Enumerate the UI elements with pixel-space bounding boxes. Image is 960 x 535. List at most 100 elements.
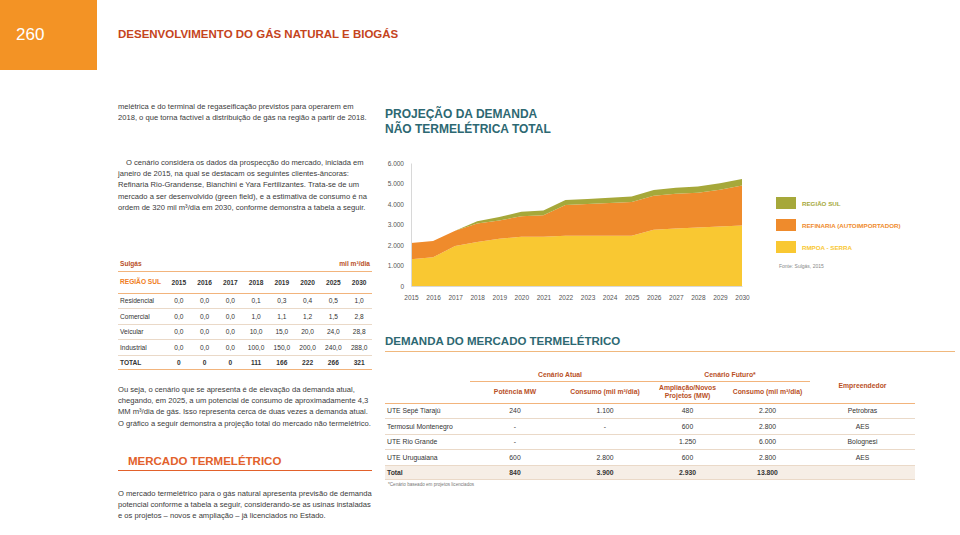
- legend-label: RMPOA - SERRA: [802, 244, 852, 251]
- column-header: 2025: [321, 271, 347, 293]
- x-tick: 2020: [515, 286, 530, 301]
- y-tick: 4.000: [388, 201, 411, 208]
- footnote: *Cenário baseado em projetos licenciados: [388, 482, 474, 487]
- x-tick-label: 2019: [493, 294, 508, 301]
- x-tick: 2021: [537, 286, 552, 301]
- chart: PROJEÇÃO DA DEMANDANÃO TERMELÉTRICA TOTA…: [0, 0, 960, 535]
- header-row: Potência MWConsumo (mil m³/dia)Ampliação…: [385, 381, 915, 403]
- area: [411, 179, 742, 243]
- section-heading: MERCADO TERMELÉTRICO: [118, 455, 372, 471]
- table-row: Veicular0,00,00,010,015,020,024,028,8: [118, 324, 372, 340]
- column-header: 2016: [192, 271, 218, 293]
- table-row: UTE Uruguaiana6002.8006002.800AES: [385, 450, 915, 466]
- cell: 1,0: [243, 309, 269, 325]
- row-label: Comercial: [118, 309, 166, 325]
- y-tick-label: 6.000: [388, 160, 405, 167]
- axis-line: [412, 286, 743, 287]
- x-tick-label: 2015: [404, 294, 419, 301]
- cell: 24,0: [321, 324, 347, 340]
- cell: 13.800: [725, 465, 810, 479]
- group-header: Cenário Atual: [470, 368, 650, 381]
- cell: 600: [470, 450, 560, 466]
- header-row: REGIÃO SUL201520162017201820192020202520…: [118, 271, 372, 293]
- cell: Petrobras: [810, 403, 915, 419]
- area: [411, 186, 742, 260]
- x-tick-label: 2025: [625, 294, 640, 301]
- x-tick: 2022: [559, 286, 574, 301]
- section-heading: DEMANDA DO MERCADO TERMELÉTRICO: [385, 335, 955, 352]
- y-tick: 0: [400, 283, 411, 290]
- paragraph: O cenário considera os dados da prospecç…: [118, 157, 374, 213]
- x-tick-label: 2020: [515, 294, 530, 301]
- y-tick: 6.000: [388, 160, 411, 167]
- cell: 600: [650, 419, 725, 435]
- table-row: Total8403.9002.93013.800: [385, 465, 915, 479]
- x-tick: 2016: [426, 286, 441, 301]
- group-header: Cenário Futuro*: [650, 368, 810, 381]
- column-header: 2017: [218, 271, 244, 293]
- x-tick-label: 2026: [647, 294, 662, 301]
- cell: 0: [192, 355, 218, 369]
- cell: 840: [470, 465, 560, 479]
- cell: 3.900: [560, 465, 650, 479]
- table-row: Termosul Montenegro--6002.800AES: [385, 419, 915, 435]
- x-tick-label: 2028: [691, 294, 706, 301]
- x-tick-label: 2021: [537, 294, 552, 301]
- cell: 600: [650, 450, 725, 466]
- y-tick: 5.000: [388, 180, 411, 187]
- table-row: Industrial0,00,00,0100,0150,0200,0240,02…: [118, 340, 372, 356]
- legend-swatch: [776, 241, 796, 253]
- x-tick: 2023: [581, 286, 596, 301]
- cell: 2.200: [725, 403, 810, 419]
- y-tick: 3.000: [388, 221, 411, 228]
- y-tick: 1.000: [388, 262, 411, 269]
- y-tick: 2.000: [388, 242, 411, 249]
- table-unit: mil m³/dia: [166, 257, 372, 271]
- cell: -: [470, 419, 560, 435]
- cell: 200,0: [295, 340, 321, 356]
- owner-header: Empreendedor: [810, 368, 915, 403]
- cell: 0,0: [192, 324, 218, 340]
- paragraph: Ou seja, o cenário que se apresenta é de…: [118, 384, 374, 429]
- cell: 15,0: [269, 324, 295, 340]
- header-row: Cenário AtualCenário Futuro*Empreendedor: [385, 368, 915, 381]
- row-label: Total: [385, 465, 470, 479]
- cell: 2,8: [346, 309, 372, 325]
- cell: 1.100: [560, 403, 650, 419]
- cell: 222: [295, 355, 321, 369]
- cell: 1,0: [346, 293, 372, 309]
- legend-swatch: [776, 197, 796, 209]
- cell: 1,2: [295, 309, 321, 325]
- column-header: 2018: [243, 271, 269, 293]
- table-row: Comercial0,00,00,01,01,11,21,52,8: [118, 309, 372, 325]
- cell: 240,0: [321, 340, 347, 356]
- cell: 0,0: [192, 309, 218, 325]
- cell: AES: [810, 419, 915, 435]
- cell: 166: [269, 355, 295, 369]
- cell: -: [470, 434, 560, 450]
- x-tick: 2026: [647, 286, 662, 301]
- axis-line: [411, 164, 412, 287]
- y-tick-label: 2.000: [388, 242, 405, 249]
- x-tick-label: 2024: [603, 294, 618, 301]
- cell: 0,0: [166, 309, 192, 325]
- x-tick-label: 2017: [448, 294, 463, 301]
- x-tick: 2027: [669, 286, 684, 301]
- x-tick-label: 2030: [735, 294, 750, 301]
- table-row: TOTAL000111166222266321: [118, 355, 372, 369]
- table-row: UTE Sepé Tiarajú2401.1004802.200Petrobra…: [385, 403, 915, 419]
- cell: 100,0: [243, 340, 269, 356]
- x-tick: 2029: [713, 286, 728, 301]
- cell: 150,0: [269, 340, 295, 356]
- cell: 0: [218, 355, 244, 369]
- cell: 0,0: [192, 293, 218, 309]
- x-tick: 2024: [603, 286, 618, 301]
- y-tick-label: 1.000: [388, 262, 405, 269]
- cell: 0,0: [192, 340, 218, 356]
- row-label: TOTAL: [118, 355, 166, 369]
- column-header: Potência MW: [470, 381, 560, 403]
- cell: Bolognesi: [810, 434, 915, 450]
- x-tick: 2028: [691, 286, 706, 301]
- cell: AES: [810, 450, 915, 466]
- cell: 0,0: [218, 293, 244, 309]
